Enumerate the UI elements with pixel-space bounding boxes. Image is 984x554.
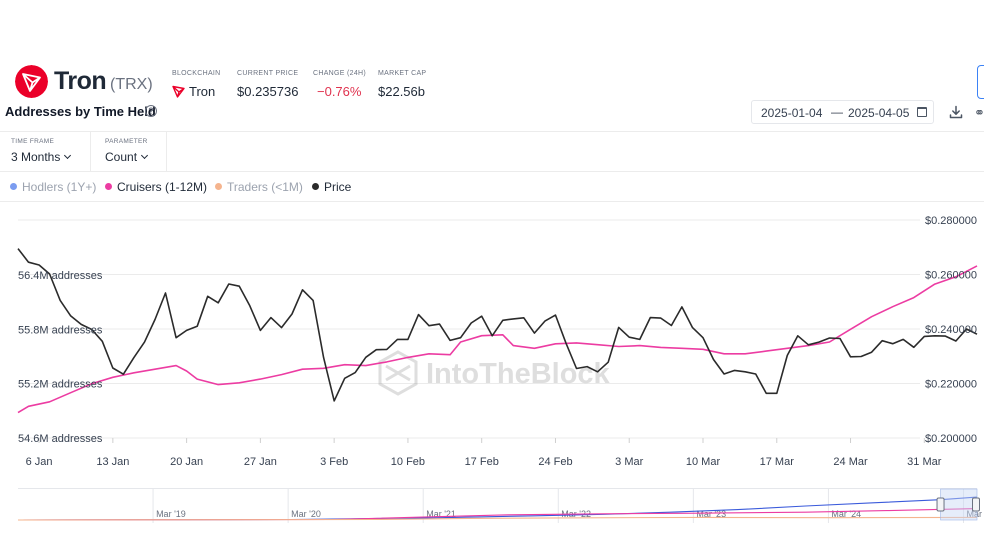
right-axis-tick-label: $0.260000 xyxy=(925,270,977,282)
navigator-selection xyxy=(940,488,978,521)
date-range-picker[interactable]: 2025-01-04 — 2025-04-05 xyxy=(751,100,934,124)
header-action-button[interactable] xyxy=(977,65,984,99)
blockchain-stat: BLOCKCHAIN Tron xyxy=(172,70,221,99)
watermark-logo-icon xyxy=(378,350,418,396)
x-axis-tick-label: 13 Jan xyxy=(96,456,129,468)
navigator-tick-label: Mar '19 xyxy=(156,509,186,519)
download-icon[interactable] xyxy=(949,105,963,119)
legend-label: Price xyxy=(324,180,352,194)
x-axis-tick-label: 24 Feb xyxy=(538,456,572,468)
legend-item-hodlers[interactable]: Hodlers (1Y+) xyxy=(10,180,96,194)
timeframe-dropdown[interactable]: TIME FRAME 3 Months xyxy=(11,138,72,164)
price-stat: CURRENT PRICE $0.235736 xyxy=(237,70,298,99)
coin-ticker: (TRX) xyxy=(110,76,153,93)
right-axis-tick-label: $0.200000 xyxy=(925,433,977,445)
tron-logo-icon xyxy=(15,65,48,98)
timeframe-selected: 3 Months xyxy=(11,150,61,164)
share-icon[interactable]: ⚭ xyxy=(974,105,984,119)
date-end: 2025-04-05 xyxy=(848,106,910,120)
left-axis-tick-label: 55.8M addresses xyxy=(18,324,103,336)
navigator-tick-label: Mar '24 xyxy=(831,509,861,519)
watermark-text: IntoTheBlock xyxy=(426,358,611,390)
chart-grid xyxy=(18,219,925,443)
blockchain-name: Tron xyxy=(189,84,216,99)
timeframe-label: TIME FRAME xyxy=(11,138,55,145)
parameter-dropdown[interactable]: PARAMETER Count xyxy=(105,138,149,164)
legend-label: Cruisers (1-12M) xyxy=(117,180,208,194)
divider xyxy=(0,171,984,172)
x-axis-tick-label: 10 Feb xyxy=(391,456,425,468)
legend-label: Traders (<1M) xyxy=(227,180,303,194)
parameter-label: PARAMETER xyxy=(105,138,148,145)
market-cap-value: $22.56b xyxy=(378,84,425,99)
chevron-down-icon xyxy=(140,151,149,160)
chart-labels: $0.200000 $0.220000 $0.240000 $0.260000 $0.2… xyxy=(18,215,977,468)
legend-item-cruisers[interactable]: Cruisers (1-12M) xyxy=(105,180,207,194)
navigator-series-line xyxy=(17,516,978,521)
tron-chain-icon xyxy=(172,85,185,98)
x-axis-tick-label: 6 Jan xyxy=(26,456,53,468)
navigator-tick-label: Mar '21 xyxy=(426,509,456,519)
price-label: CURRENT PRICE xyxy=(237,70,299,77)
parameter-value: Count xyxy=(105,150,149,164)
x-axis-tick-label: 17 Mar xyxy=(760,456,795,468)
calendar-icon xyxy=(917,107,927,117)
help-icon[interactable]: ? xyxy=(145,105,157,117)
control-divider xyxy=(166,132,167,172)
series-line-cruisers xyxy=(17,265,978,414)
market-cap-stat: MARKET CAP $22.56b xyxy=(378,70,426,99)
legend-dot xyxy=(215,183,222,190)
legend-item-price[interactable]: Price xyxy=(312,180,351,194)
x-axis-tick-label: 24 Mar xyxy=(833,456,868,468)
navigator-tick-label: Mar '25 xyxy=(966,509,984,519)
legend-label: Hodlers (1Y+) xyxy=(22,180,97,194)
control-divider xyxy=(90,132,91,172)
right-axis-tick-label: $0.280000 xyxy=(925,215,977,227)
price-value: $0.235736 xyxy=(237,84,299,99)
chart-series xyxy=(17,248,978,414)
section-title: Addresses by Time Held xyxy=(5,104,156,119)
x-axis-tick-label: 3 Mar xyxy=(615,456,643,468)
x-axis-tick-label: 20 Jan xyxy=(170,456,203,468)
left-axis-tick-label: 55.2M addresses xyxy=(18,379,103,391)
parameter-selected: Count xyxy=(105,150,138,164)
divider xyxy=(0,201,984,202)
left-axis-tick-label: 56.4M addresses xyxy=(18,270,103,282)
legend-dot xyxy=(312,183,319,190)
watermark: IntoTheBlock xyxy=(378,350,611,396)
date-start: 2025-01-04 xyxy=(761,106,823,120)
addresses-chart[interactable]: IntoTheBlock $0.200000 $0.220000 $0.240000… xyxy=(0,200,984,490)
blockchain-label: BLOCKCHAIN xyxy=(172,70,221,77)
legend-dot xyxy=(105,183,112,190)
x-axis-tick-label: 3 Feb xyxy=(320,456,348,468)
navigator-handle xyxy=(936,497,945,512)
date-separator: — xyxy=(831,105,843,119)
navigator-tick-label: Mar '20 xyxy=(291,509,321,519)
coin-name: Tron xyxy=(54,67,107,95)
chevron-down-icon xyxy=(64,151,72,160)
navigator-handle xyxy=(972,497,980,512)
x-axis-tick-label: 31 Mar xyxy=(907,456,942,468)
divider xyxy=(0,131,984,132)
change-value: −0.76% xyxy=(317,84,362,99)
x-axis-tick-label: 17 Feb xyxy=(465,456,499,468)
navigator-series-line xyxy=(17,508,978,521)
navigator-tick-label: Mar '23 xyxy=(696,509,726,519)
x-axis-tick-label: 10 Mar xyxy=(686,456,721,468)
change-stat: CHANGE (24H) −0.76% xyxy=(313,70,366,99)
market-cap-label: MARKET CAP xyxy=(378,70,427,77)
legend-item-traders[interactable]: Traders (<1M) xyxy=(215,180,303,194)
series-line-price xyxy=(17,248,978,402)
timeframe-value: 3 Months xyxy=(11,150,72,164)
right-axis-tick-label: $0.220000 xyxy=(925,379,977,391)
blockchain-value: Tron xyxy=(172,84,221,99)
legend-dot xyxy=(10,183,17,190)
x-axis-tick-label: 27 Jan xyxy=(244,456,277,468)
left-axis-tick-label: 54.6M addresses xyxy=(18,433,103,445)
coin-header: Tron (TRX) BLOCKCHAIN Tron CURRENT PRICE… xyxy=(0,62,984,102)
change-label: CHANGE (24H) xyxy=(313,70,366,77)
right-axis-tick-label: $0.240000 xyxy=(925,324,977,336)
range-navigator[interactable]: Mar '19 Mar '20 Mar '21 Mar '22 Mar '23 Mar '… xyxy=(0,486,984,526)
